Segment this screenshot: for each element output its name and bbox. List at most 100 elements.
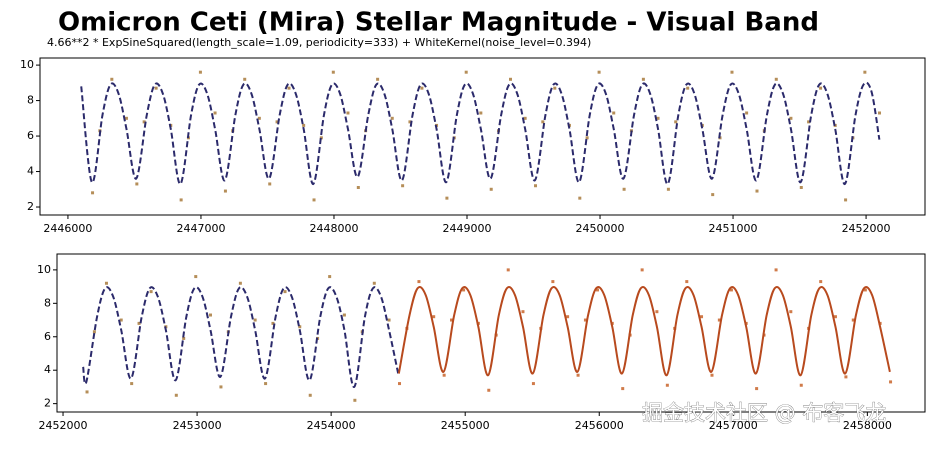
data-point: [174, 393, 178, 397]
data-point: [717, 318, 721, 322]
x-tick-label: 2458000: [843, 419, 892, 432]
data-point: [506, 268, 510, 272]
data-point: [302, 123, 306, 127]
data-point: [420, 86, 424, 90]
data-point: [844, 375, 848, 379]
data-point: [445, 196, 449, 200]
x-tick-label: 2449000: [443, 222, 492, 235]
prediction-line: [397, 286, 891, 377]
data-point: [353, 398, 357, 402]
subplot: 2452000 2453000 2454000 2455000 2456000 24570…: [37, 253, 926, 432]
data-point: [104, 281, 108, 285]
plot-area: [82, 268, 893, 402]
data-point: [110, 77, 114, 81]
data-point: [264, 382, 268, 386]
data-point: [442, 373, 446, 377]
data-point: [243, 77, 247, 81]
y-tick-label: 10: [20, 58, 34, 71]
data-point: [346, 111, 350, 115]
data-point: [641, 77, 645, 81]
data-point: [541, 120, 545, 124]
data-point: [124, 116, 128, 120]
data-point: [179, 198, 183, 202]
chart-title: Omicron Ceti (Mira) Stellar Magnitude - …: [58, 8, 819, 38]
watermark: 掘金技术社区 @ 布客飞龙: [642, 401, 886, 425]
data-point: [789, 116, 793, 120]
data-point: [372, 281, 376, 285]
data-point: [253, 318, 257, 322]
data-point: [730, 70, 734, 74]
data-point: [656, 116, 660, 120]
data-point: [686, 86, 690, 90]
data-point: [566, 315, 570, 319]
data-point: [583, 318, 587, 322]
data-point: [328, 275, 332, 279]
x-tick-label: 2450000: [576, 222, 625, 235]
data-point: [219, 385, 223, 389]
y-tick-label: 6: [27, 129, 34, 142]
data-point: [700, 315, 704, 319]
data-point: [408, 120, 412, 124]
data-point: [223, 189, 227, 193]
y-tick-label: 8: [44, 296, 51, 309]
data-point: [462, 288, 466, 292]
fit-line: [82, 286, 400, 388]
data-point: [257, 116, 261, 120]
y-tick-label: 6: [44, 330, 51, 343]
data-point: [283, 290, 287, 294]
data-point: [450, 318, 454, 322]
data-point: [130, 382, 134, 386]
data-point: [194, 275, 198, 279]
chart-subtitle: 4.66**2 * ExpSineSquared(length_scale=1.…: [47, 36, 591, 49]
data-point: [621, 387, 625, 391]
data-point: [119, 318, 123, 322]
x-tick-label: 2447000: [176, 222, 225, 235]
data-point: [509, 77, 513, 81]
y-tick-label: 4: [27, 165, 34, 178]
data-point: [729, 288, 733, 292]
data-point: [521, 310, 525, 314]
plots: 2446000 2447000 2448000 2449000 2450000 24510…: [20, 57, 926, 432]
data-point: [774, 77, 778, 81]
x-tick-label: 2457000: [709, 419, 758, 432]
x-tick-label: 2446000: [43, 222, 92, 235]
data-point: [390, 116, 394, 120]
data-point: [149, 290, 153, 294]
data-point: [331, 70, 335, 74]
data-point: [612, 111, 616, 115]
data-point: [208, 313, 212, 317]
data-point: [789, 310, 793, 314]
subplot: 2446000 2447000 2448000 2449000 2450000 24510…: [20, 57, 926, 235]
data-point: [238, 281, 242, 285]
data-point: [640, 268, 644, 272]
data-point: [685, 280, 689, 284]
x-tick-label: 2448000: [309, 222, 358, 235]
data-point: [464, 70, 468, 74]
data-point: [312, 198, 316, 202]
data-point: [401, 184, 405, 188]
data-point: [576, 373, 580, 377]
data-point: [596, 288, 600, 292]
data-point: [718, 136, 722, 140]
data-point: [665, 383, 669, 387]
data-point: [597, 70, 601, 74]
x-tick-label: 2452000: [842, 222, 891, 235]
data-point: [135, 182, 139, 186]
data-point: [674, 120, 678, 124]
data-point: [92, 330, 96, 334]
data-point: [534, 184, 538, 188]
data-point: [342, 313, 346, 317]
data-point: [551, 280, 555, 284]
data-point: [799, 186, 803, 190]
data-point: [91, 191, 95, 195]
data-point: [755, 189, 759, 193]
data-point: [308, 393, 312, 397]
data-point: [137, 321, 141, 325]
data-point: [844, 198, 848, 202]
data-point: [356, 186, 360, 190]
x-tick-label: 2455000: [441, 419, 490, 432]
x-tick-label: 2454000: [307, 419, 356, 432]
data-point: [182, 336, 186, 340]
